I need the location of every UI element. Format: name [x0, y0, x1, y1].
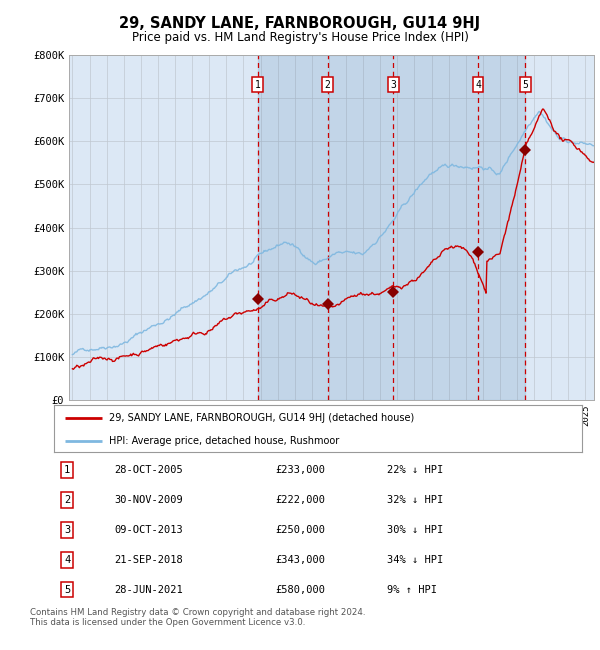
- Text: 32% ↓ HPI: 32% ↓ HPI: [386, 495, 443, 505]
- Text: 3: 3: [391, 79, 397, 90]
- Text: £580,000: £580,000: [276, 584, 326, 595]
- Text: HPI: Average price, detached house, Rushmoor: HPI: Average price, detached house, Rush…: [109, 436, 340, 447]
- Text: 3: 3: [64, 525, 70, 535]
- Text: 1: 1: [64, 465, 70, 475]
- Text: 30% ↓ HPI: 30% ↓ HPI: [386, 525, 443, 535]
- Text: £233,000: £233,000: [276, 465, 326, 475]
- Text: 9% ↑ HPI: 9% ↑ HPI: [386, 584, 437, 595]
- Text: 34% ↓ HPI: 34% ↓ HPI: [386, 554, 443, 565]
- Bar: [257, 55, 526, 400]
- Text: 22% ↓ HPI: 22% ↓ HPI: [386, 465, 443, 475]
- Text: £222,000: £222,000: [276, 495, 326, 505]
- Text: 21-SEP-2018: 21-SEP-2018: [115, 554, 184, 565]
- Text: 29, SANDY LANE, FARNBOROUGH, GU14 9HJ: 29, SANDY LANE, FARNBOROUGH, GU14 9HJ: [119, 16, 481, 31]
- Text: 5: 5: [523, 79, 529, 90]
- Text: 09-OCT-2013: 09-OCT-2013: [115, 525, 184, 535]
- Text: 1: 1: [254, 79, 260, 90]
- Text: 2: 2: [64, 495, 70, 505]
- Text: Contains HM Land Registry data © Crown copyright and database right 2024.
This d: Contains HM Land Registry data © Crown c…: [30, 608, 365, 627]
- Text: £343,000: £343,000: [276, 554, 326, 565]
- Text: Price paid vs. HM Land Registry's House Price Index (HPI): Price paid vs. HM Land Registry's House …: [131, 31, 469, 44]
- Text: 4: 4: [475, 79, 481, 90]
- Text: 4: 4: [64, 554, 70, 565]
- Text: 28-OCT-2005: 28-OCT-2005: [115, 465, 184, 475]
- Text: 29, SANDY LANE, FARNBOROUGH, GU14 9HJ (detached house): 29, SANDY LANE, FARNBOROUGH, GU14 9HJ (d…: [109, 413, 415, 422]
- Text: 2: 2: [325, 79, 331, 90]
- Text: 5: 5: [64, 584, 70, 595]
- Text: £250,000: £250,000: [276, 525, 326, 535]
- Text: 28-JUN-2021: 28-JUN-2021: [115, 584, 184, 595]
- Text: 30-NOV-2009: 30-NOV-2009: [115, 495, 184, 505]
